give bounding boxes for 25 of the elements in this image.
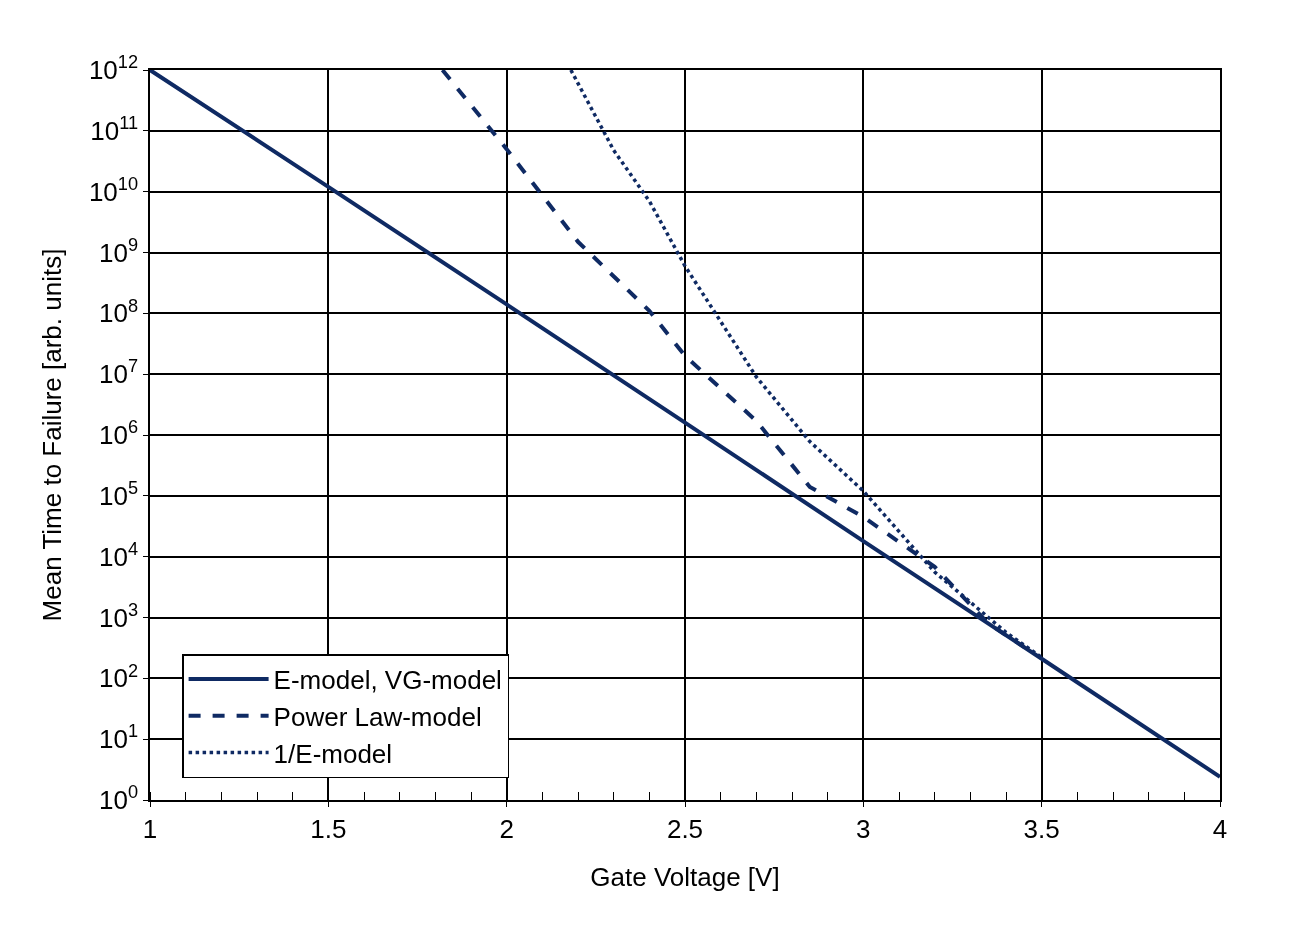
legend-label: E-model, VG-model: [273, 665, 502, 696]
y-tick-label: 10$^{0}$: [99, 782, 139, 816]
y-tick-label: 10$^{11}$: [90, 113, 139, 146]
y-tick-label: 10$^{4}$: [99, 538, 139, 572]
legend-label: 1/E-model: [273, 738, 393, 769]
y-tick-label: 10$^{6}$: [99, 417, 139, 451]
x-tick-label: 2: [499, 813, 514, 844]
y-tick-label: 10$^{8}$: [99, 295, 139, 329]
y-tick-label: 10$^{12}$: [88, 52, 139, 86]
y-tick-label: 10$^{5}$: [99, 478, 139, 511]
x-axis-title: Gate Voltage [V]: [590, 862, 780, 893]
x-tick-label: 1: [142, 813, 158, 844]
x-tick-label: 4: [1212, 813, 1228, 844]
x-tick-label: 2.5: [666, 813, 704, 844]
y-tick-label: 10$^{7}$: [99, 356, 139, 390]
y-tick-label: 10$^{10}$: [88, 173, 139, 207]
y-tick-label: 10$^{3}$: [99, 599, 139, 633]
y-axis-title: Mean Time to Failure [arb. units]: [36, 248, 67, 622]
y-tick-label: 10$^{9}$: [99, 234, 139, 268]
x-tick-label: 3: [856, 813, 871, 844]
x-tick-label: 1.5: [310, 813, 347, 844]
legend-label: Power Law-model: [273, 701, 482, 732]
y-tick-label: 10$^{1}$: [99, 721, 139, 755]
x-tick-label: 3.5: [1023, 813, 1060, 844]
y-tick-label: 10$^{2}$: [99, 660, 139, 694]
